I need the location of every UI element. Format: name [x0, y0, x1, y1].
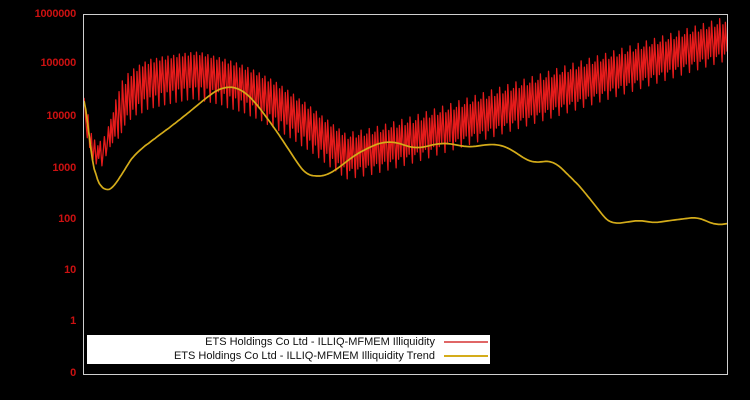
series-line [84, 86, 727, 226]
legend-entry-illiquidity: ETS Holdings Co Ltd - ILLIQ-MFMEM Illiqu… [87, 335, 490, 349]
legend-swatch-illiquidity [442, 335, 490, 349]
chart-legend: ETS Holdings Co Ltd - ILLIQ-MFMEM Illiqu… [87, 335, 490, 364]
plot-area [83, 14, 728, 375]
y-tick-0: 0 [70, 367, 76, 379]
y-tick-1000: 1000 [52, 162, 76, 174]
legend-label-illiquidity: ETS Holdings Co Ltd - ILLIQ-MFMEM Illiqu… [205, 336, 435, 348]
legend-swatch-illiquidity-trend [442, 349, 490, 363]
legend-entry-illiquidity-trend: ETS Holdings Co Ltd - ILLIQ-MFMEM Illiqu… [87, 349, 490, 363]
y-tick-100000: 100000 [40, 57, 76, 69]
y-tick-100: 100 [58, 213, 76, 225]
y-tick-10: 10 [64, 264, 76, 276]
y-tick-1000000: 1000000 [34, 8, 77, 20]
y-tick-10000: 10000 [46, 110, 76, 122]
legend-label-illiquidity-trend: ETS Holdings Co Ltd - ILLIQ-MFMEM Illiqu… [173, 350, 435, 362]
series-line [84, 17, 727, 180]
plot-series-svg [84, 17, 727, 226]
y-tick-1: 1 [70, 315, 76, 327]
